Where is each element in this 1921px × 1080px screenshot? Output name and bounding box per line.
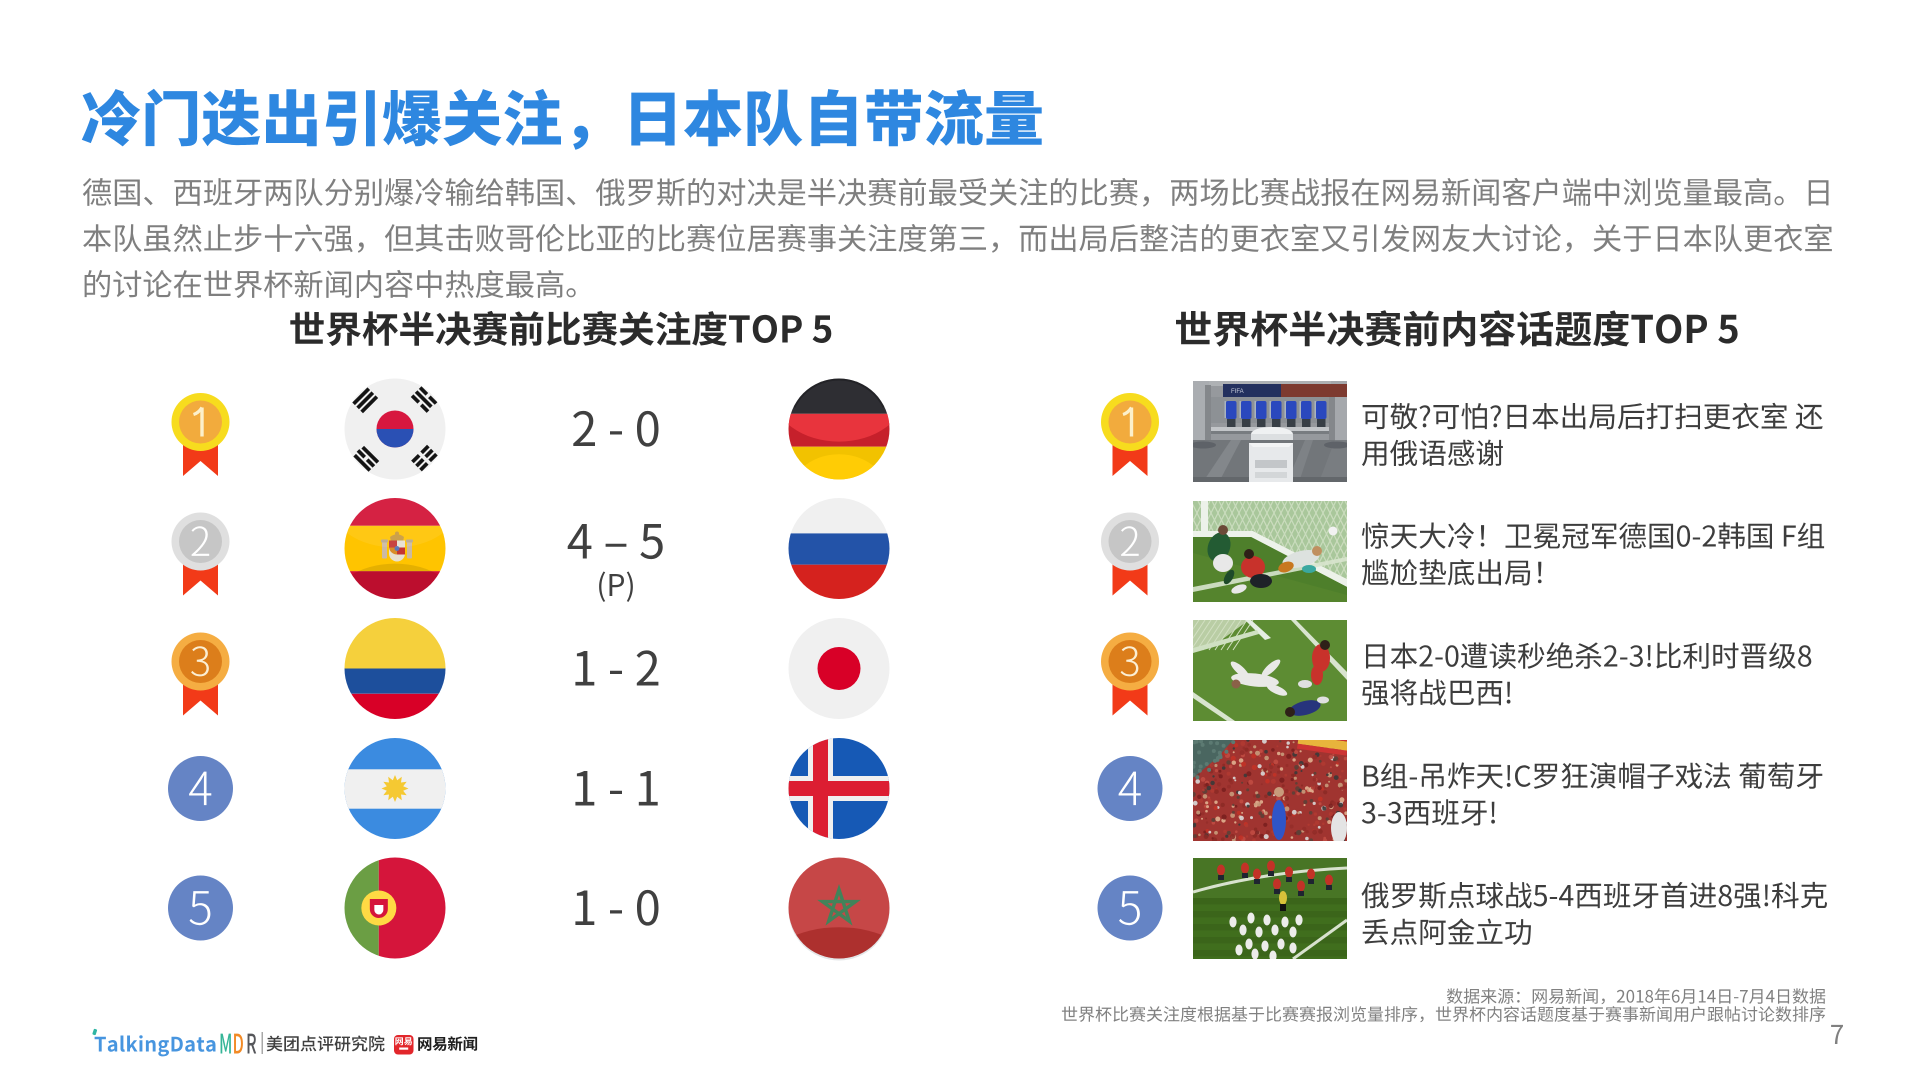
svg-text:FIFA: FIFA: [1231, 389, 1244, 395]
